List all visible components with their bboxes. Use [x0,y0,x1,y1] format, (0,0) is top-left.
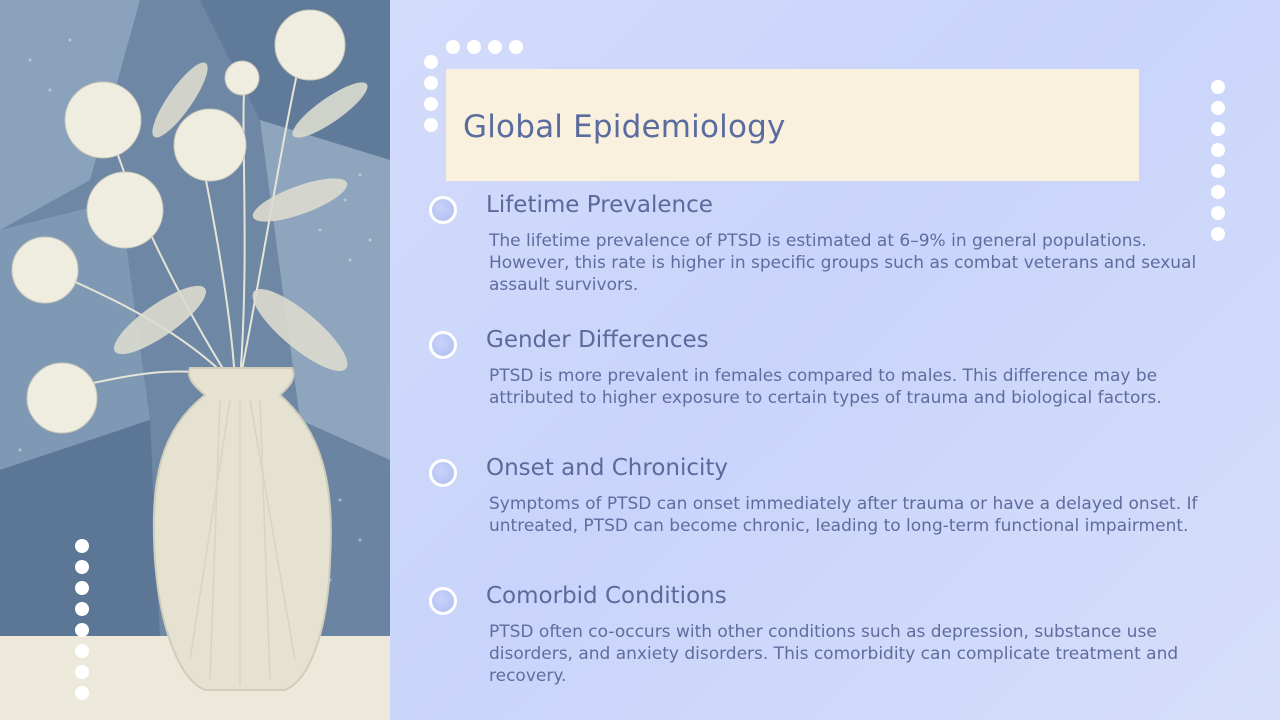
decorative-dot [424,97,438,111]
decorative-dots-top [446,40,523,54]
section-heading: Onset and Chronicity [486,455,729,481]
decorative-dot [1211,101,1225,115]
decorative-dot [75,623,89,637]
decorative-dot [1211,164,1225,178]
section-body: PTSD is more prevalent in females compar… [489,366,1162,408]
decorative-dot [424,55,438,69]
decorative-dot [1211,227,1225,241]
slide-title: Global Epidemiology [463,109,786,145]
decorative-dot [1211,80,1225,94]
section-comorbid-conditions: Comorbid Conditions PTSD often co-occurs… [428,583,1218,693]
decorative-dot [424,76,438,90]
section-lifetime-prevalence: Lifetime Prevalence The lifetime prevale… [428,192,1218,302]
bullet-ring-icon [429,587,457,615]
decorative-dots-corner [424,55,438,132]
decorative-dot [509,40,523,54]
bullet-ring-icon [429,459,457,487]
decorative-dot [424,118,438,132]
flower-vase-icon [0,0,390,720]
section-body: PTSD often co-occurs with other conditio… [489,622,1179,686]
section-heading: Lifetime Prevalence [486,192,713,218]
decorative-dot [75,560,89,574]
section-body: The lifetime prevalence of PTSD is estim… [489,231,1197,295]
bullet-ring-icon [429,196,457,224]
decorative-dot [467,40,481,54]
decorative-dot [1211,122,1225,136]
decorative-dots-right [1211,80,1225,241]
section-onset-chronicity: Onset and Chronicity Symptoms of PTSD ca… [428,455,1218,545]
decorative-dot [75,602,89,616]
decorative-dot [75,644,89,658]
decorative-dot [446,40,460,54]
decorative-dot [75,581,89,595]
decorative-dot [75,665,89,679]
section-gender-differences: Gender Differences PTSD is more prevalen… [428,327,1218,417]
section-body: Symptoms of PTSD can onset immediately a… [489,494,1198,536]
decorative-dot [75,686,89,700]
decorative-dots-left [75,539,89,700]
title-box: Global Epidemiology [446,69,1139,181]
decorative-dot [75,539,89,553]
decorative-dot [1211,143,1225,157]
section-heading: Comorbid Conditions [486,583,727,609]
section-heading: Gender Differences [486,327,709,353]
decorative-dot [1211,206,1225,220]
bullet-ring-icon [429,331,457,359]
flower-vase-illustration [0,0,390,720]
decorative-dot [488,40,502,54]
decorative-dot [1211,185,1225,199]
